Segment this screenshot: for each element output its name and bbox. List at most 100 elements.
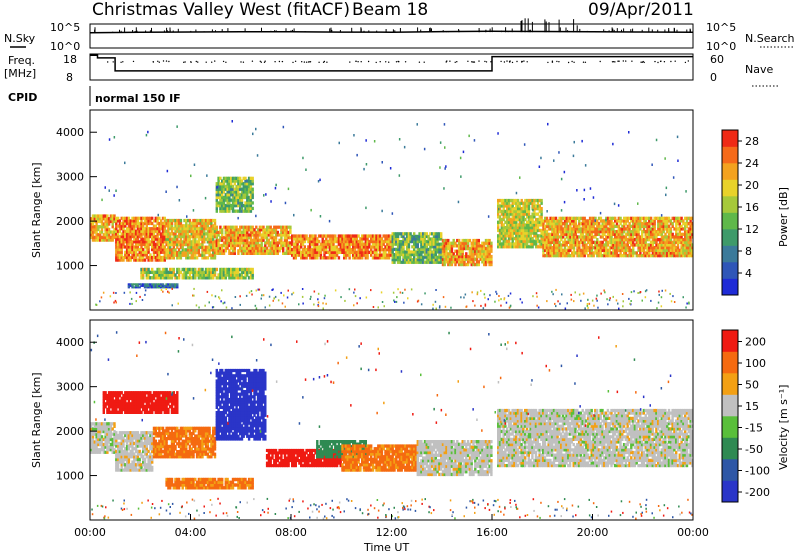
heatmap-cell (386, 253, 389, 257)
heatmap-cell (158, 250, 161, 254)
heatmap-cell (527, 212, 531, 216)
heatmap-cell (142, 270, 145, 274)
heatmap-cell (504, 212, 507, 216)
heatmap-cell (599, 243, 603, 247)
heatmap-cell (572, 238, 576, 242)
nave-dot (303, 61, 306, 63)
heatmap-cell (307, 250, 310, 254)
heatmap-cell (249, 184, 253, 189)
heatmap-cell (217, 187, 220, 191)
heatmap-cell (676, 238, 680, 242)
heatmap-cell (409, 253, 412, 257)
heatmap-cell (606, 240, 610, 244)
nave-dot (326, 61, 328, 63)
heatmap-cell (152, 242, 156, 246)
heatmap-cell (199, 229, 202, 233)
heatmap-cell (197, 229, 201, 233)
heatmap-cell (228, 270, 231, 274)
heatmap-cell (632, 232, 635, 236)
heatmap-cell (413, 245, 416, 249)
heatmap-cell (615, 219, 619, 223)
heatmap-cell (572, 227, 576, 231)
heatmap-cell (233, 276, 236, 280)
heatmap-cell (280, 233, 283, 237)
heatmap-cell (138, 250, 141, 254)
heatmap-cell (97, 233, 100, 237)
heatmap-cell (551, 240, 554, 244)
heatmap-cell (138, 258, 141, 262)
heatmap-cell (614, 251, 617, 255)
heatmap-cell (93, 217, 96, 221)
heatmap-cell (635, 243, 638, 247)
heatmap-cell (502, 204, 505, 208)
heatmap-cell (348, 245, 351, 249)
heatmap-cell (151, 235, 154, 239)
heatmap-cell (608, 216, 612, 220)
heatmap-cell (431, 237, 434, 241)
heatmap-cell (687, 222, 690, 226)
heatmap-cell (190, 229, 193, 233)
heatmap-cell (215, 230, 218, 234)
heatmap-cell (615, 224, 619, 228)
heatmap-cell (513, 226, 516, 230)
heatmap-cell (637, 224, 640, 228)
heatmap-cell (506, 228, 509, 233)
heatmap-cell (271, 243, 274, 248)
heatmap-cell (163, 255, 166, 260)
heatmap-cell (177, 250, 181, 255)
heatmap-cell (192, 209, 195, 212)
heatmap-cell (535, 223, 538, 227)
heatmap-cell (269, 233, 272, 237)
heatmap-cell (91, 217, 95, 221)
heatmap-cell (371, 250, 375, 254)
heatmap-cell (102, 222, 105, 226)
heatmap-cell (472, 257, 475, 261)
heatmap-cell (502, 212, 505, 216)
heatmap-cell (95, 230, 98, 234)
heatmap-cell (237, 243, 240, 248)
heatmap-cell (120, 245, 123, 249)
heatmap-cell (357, 245, 360, 249)
heatmap-cell (147, 276, 150, 280)
heatmap-cell (626, 224, 629, 228)
heatmap-cell (689, 248, 692, 252)
heatmap-cell (657, 301, 660, 304)
heatmap-cell (413, 253, 416, 257)
heatmap-cell (364, 237, 367, 241)
heatmap-cell (129, 232, 132, 236)
heatmap-cell (242, 230, 245, 234)
heatmap-cell (563, 216, 567, 220)
heatmap-cell (436, 247, 439, 251)
heatmap-cell (214, 295, 217, 298)
heatmap-cell (617, 246, 620, 250)
heatmap-cell (233, 230, 236, 234)
heatmap-cell (226, 190, 229, 194)
heatmap-cell (599, 240, 603, 244)
nave-dot (516, 60, 518, 63)
heatmap-cell (522, 226, 525, 230)
heatmap-cell (436, 245, 439, 249)
heatmap-cell (185, 273, 188, 277)
heatmap-cell (393, 299, 395, 302)
heatmap-cell (506, 201, 509, 205)
heatmap-cell (131, 224, 134, 228)
heatmap-cell (221, 228, 224, 232)
heatmap-cell (479, 244, 482, 248)
heatmap-cell (249, 249, 253, 253)
heatmap-cell (526, 220, 529, 224)
heatmap-cell (226, 187, 229, 191)
heatmap-cell (384, 245, 387, 249)
heatmap-cell (590, 248, 594, 252)
heatmap-cell (151, 240, 154, 244)
heatmap-cell (190, 267, 193, 272)
heatmap-cell (210, 221, 213, 225)
heatmap-cell (542, 251, 545, 255)
heatmap-cell (651, 235, 655, 239)
heatmap-cell (215, 267, 218, 272)
heatmap-cell (120, 224, 123, 228)
heatmap-cell (463, 246, 466, 251)
heatmap-cell (676, 227, 680, 231)
heatmap-cell (448, 262, 452, 267)
heatmap-cell (246, 246, 249, 250)
heatmap-cell (186, 276, 190, 280)
